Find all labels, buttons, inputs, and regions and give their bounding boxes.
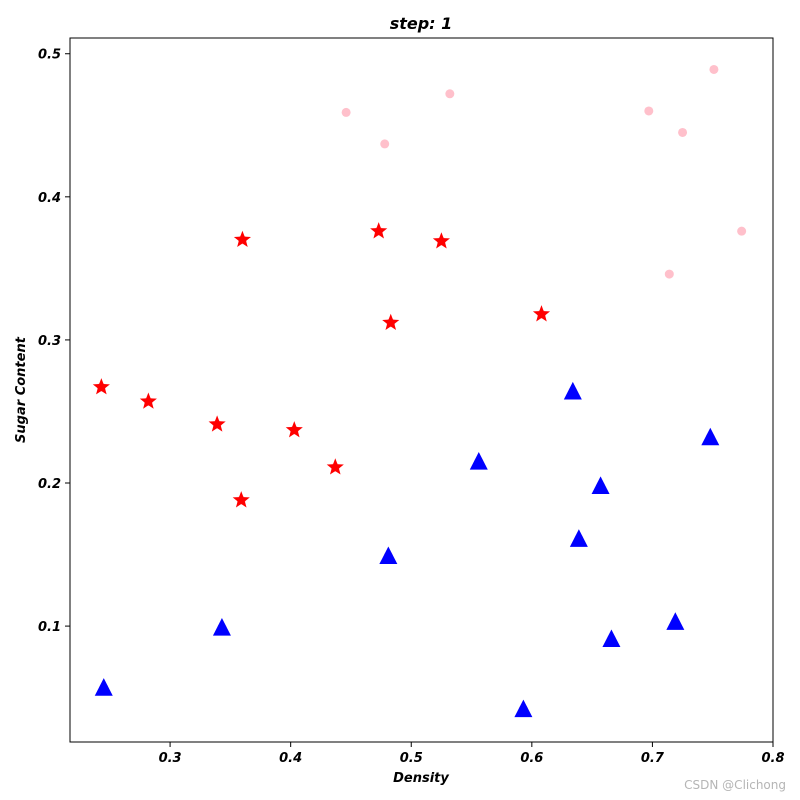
x-axis-title: Density xyxy=(393,771,449,786)
star-point xyxy=(285,421,303,438)
star-point xyxy=(532,305,551,322)
triangle-point xyxy=(591,476,610,494)
triangle-point xyxy=(666,612,685,630)
y-tick-label: 0.2 xyxy=(38,477,61,492)
star-point xyxy=(326,458,344,475)
star-point xyxy=(432,232,450,249)
circle-point xyxy=(445,89,455,99)
triangle-point xyxy=(212,618,231,636)
watermark: CSDN @Clichong xyxy=(684,778,786,792)
triangle-point xyxy=(379,546,398,565)
triangle-point xyxy=(569,529,588,547)
x-tick-label: 0.6 xyxy=(520,751,543,766)
circle-point xyxy=(664,269,674,279)
triangle-point xyxy=(701,427,720,446)
x-tick-label: 0.7 xyxy=(641,751,665,766)
circle-point xyxy=(678,127,688,137)
triangle-point xyxy=(469,452,488,470)
y-tick-label: 0.1 xyxy=(38,620,61,635)
circle-point xyxy=(737,226,747,236)
x-axis-ticks: 0.3 0.4 0.5 0.6 0.7 0.8 xyxy=(159,742,785,766)
x-tick-label: 0.8 xyxy=(761,751,784,766)
data-points xyxy=(92,64,747,718)
x-tick-label: 0.4 xyxy=(279,751,302,766)
circle-point xyxy=(709,64,719,74)
y-tick-label: 0.5 xyxy=(38,48,61,63)
star-point xyxy=(382,313,400,331)
triangle-point xyxy=(94,678,113,696)
plot-frame xyxy=(69,37,774,743)
x-tick-label: 0.5 xyxy=(400,751,423,766)
circle-point xyxy=(341,107,351,117)
y-tick-label: 0.3 xyxy=(38,334,61,349)
star-point xyxy=(92,378,110,395)
star-point xyxy=(139,392,157,409)
star-point xyxy=(233,230,251,248)
circle-point xyxy=(380,139,390,149)
star-point xyxy=(232,491,250,508)
triangle-point xyxy=(563,381,582,400)
circle-point xyxy=(644,106,654,116)
x-tick-label: 0.3 xyxy=(159,751,182,766)
y-tick-label: 0.4 xyxy=(38,191,61,206)
chart-title: step: 1 xyxy=(390,14,453,33)
y-axis-ticks: 0.1 0.2 0.3 0.4 0.5 xyxy=(38,48,70,635)
triangle-point xyxy=(514,699,533,718)
y-axis-title: Sugar Content xyxy=(14,336,29,443)
plot-area xyxy=(70,38,773,742)
star-point xyxy=(208,415,226,432)
star-point xyxy=(370,222,388,239)
triangle-point xyxy=(602,629,621,648)
